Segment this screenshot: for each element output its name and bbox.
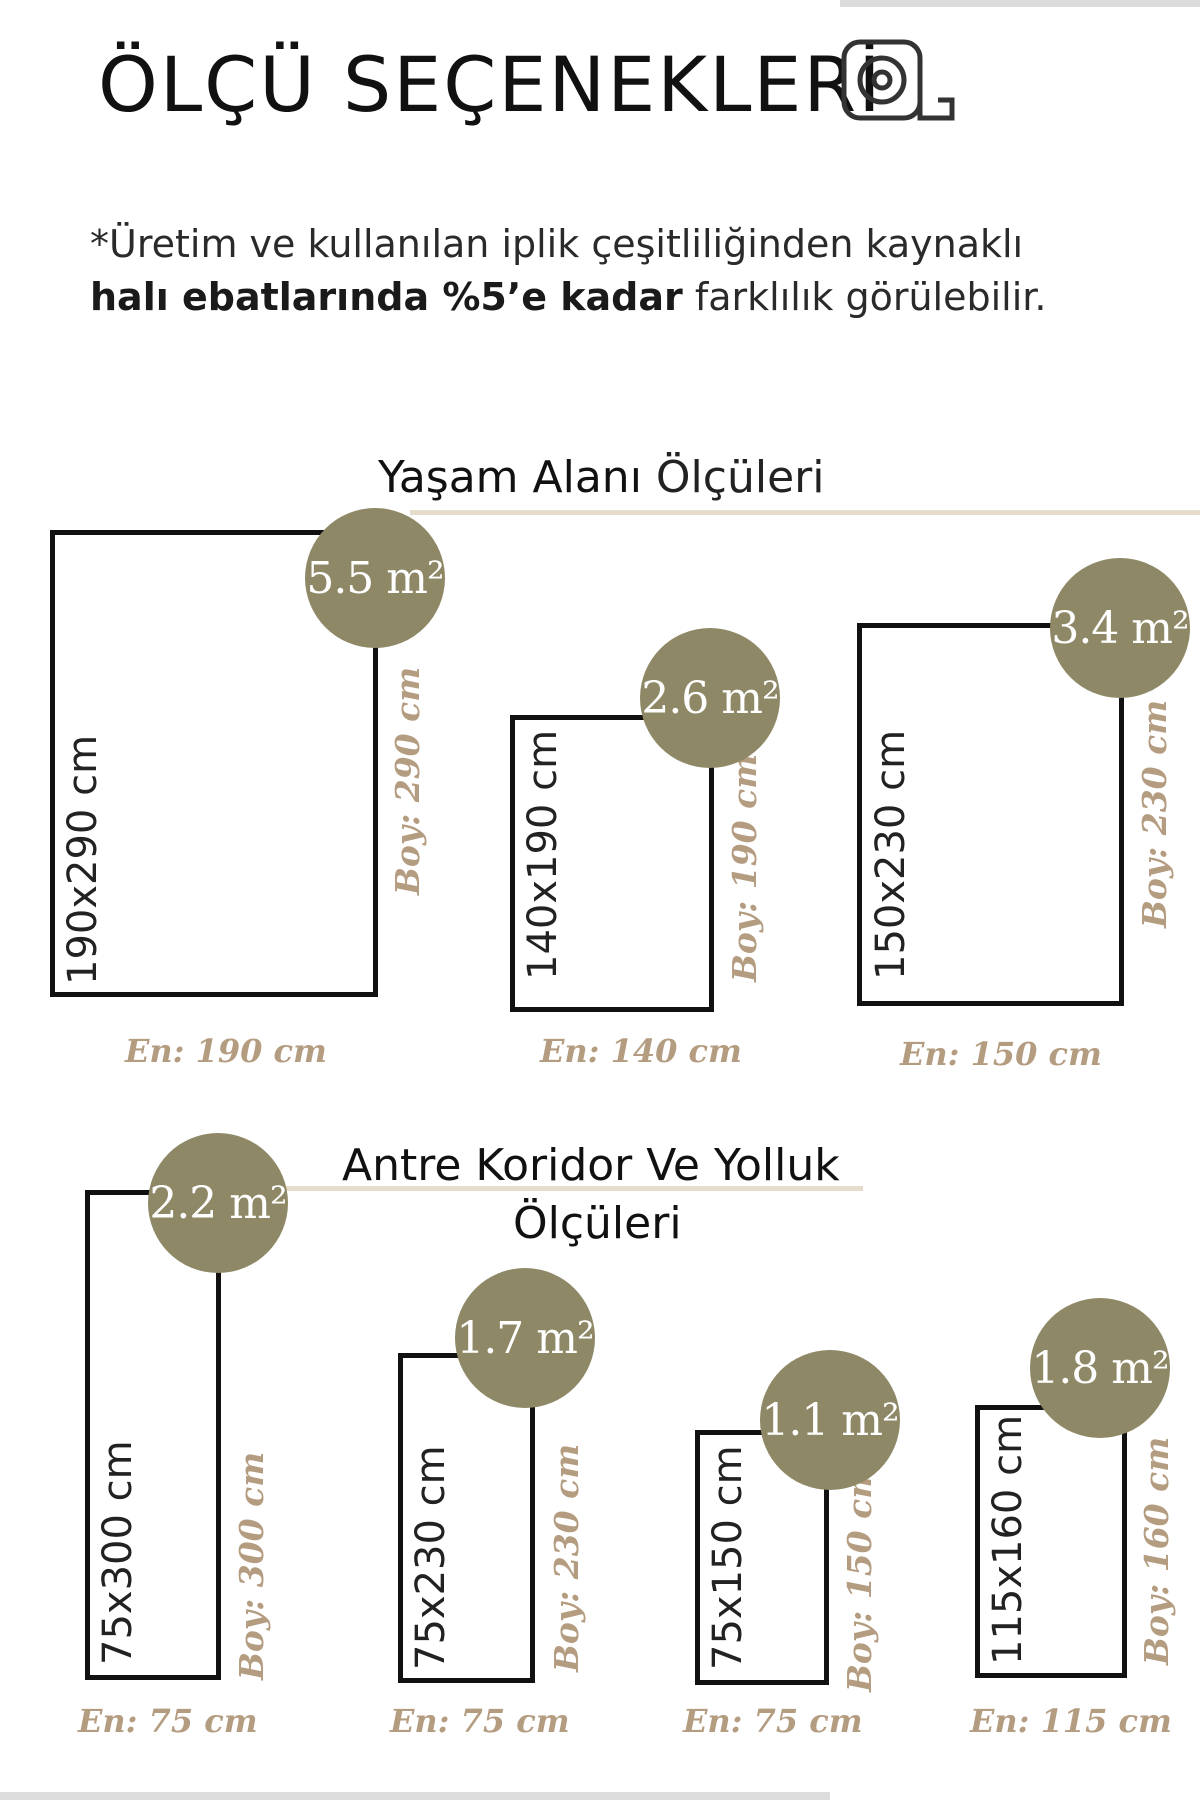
area-badge-text: 1.7 m² — [456, 1312, 594, 1364]
rug-length-label: Boy: 190 cm — [725, 753, 764, 982]
rug-140x190 — [510, 715, 714, 1012]
area-badge-text: 1.1 m² — [761, 1394, 899, 1446]
note-line-2: halı ebatlarında %5’e kadar farklılık gö… — [90, 271, 1150, 324]
rug-width-label: En: 190 cm — [125, 1032, 327, 1070]
rug-length-label: Boy: 230 cm — [547, 1443, 586, 1672]
rug-75x230 — [398, 1353, 535, 1683]
section-living-divider — [410, 510, 1200, 515]
rug-size-label: 75x150 cm — [705, 1445, 751, 1670]
rug-width-label: En: 150 cm — [900, 1035, 1102, 1073]
section-living-title: Yaşam Alanı Ölçüleri — [378, 452, 824, 503]
rug-size-label: 115x160 cm — [985, 1414, 1031, 1665]
area-badge: 1.8 m² — [1030, 1298, 1170, 1438]
rug-size-label: 75x230 cm — [408, 1445, 454, 1670]
area-badge: 2.2 m² — [148, 1133, 288, 1273]
note-line-2-rest: farklılık görülebilir. — [682, 275, 1047, 319]
area-badge-text: 1.8 m² — [1031, 1342, 1169, 1394]
top-divider-bar — [840, 0, 1200, 7]
rug-length-label: Boy: 160 cm — [1137, 1436, 1176, 1665]
page-title: ÖLÇÜ SEÇENEKLERİ — [98, 40, 883, 129]
rug-width-label: En: 75 cm — [78, 1702, 258, 1740]
area-badge: 5.5 m² — [305, 508, 445, 648]
area-badge-text: 2.2 m² — [149, 1177, 287, 1229]
rug-width-label: En: 115 cm — [970, 1702, 1172, 1740]
section-corridor-title: Antre Koridor Ve Yolluk — [342, 1140, 840, 1191]
rug-size-label: 140x190 cm — [520, 729, 566, 980]
rug-width-label: En: 75 cm — [683, 1702, 863, 1740]
rug-size-label: 75x300 cm — [95, 1440, 141, 1665]
rug-length-label: Boy: 300 cm — [232, 1451, 271, 1680]
rug-length-label: Boy: 230 cm — [1135, 699, 1174, 928]
area-badge: 1.1 m² — [760, 1350, 900, 1490]
size-tolerance-note: *Üretim ve kullanılan iplik çeşitliliğin… — [90, 218, 1150, 324]
rug-size-label: 150x230 cm — [868, 729, 914, 980]
rug-width-label: En: 75 cm — [390, 1702, 570, 1740]
tape-measure-icon — [841, 39, 955, 121]
rug-150x230 — [857, 623, 1124, 1006]
section-corridor-subtitle: Ölçüleri — [513, 1198, 682, 1249]
bottom-divider-bar — [0, 1792, 830, 1800]
rug-115x160 — [975, 1405, 1127, 1678]
rug-width-label: En: 140 cm — [540, 1032, 742, 1070]
section-corridor-divider — [285, 1186, 863, 1191]
area-badge-text: 5.5 m² — [306, 552, 444, 604]
rug-size-label: 190x290 cm — [60, 734, 106, 985]
note-line-1: *Üretim ve kullanılan iplik çeşitliliğin… — [90, 222, 1024, 266]
area-badge: 1.7 m² — [455, 1268, 595, 1408]
note-line-2-bold: halı ebatlarında %5’e kadar — [90, 275, 683, 319]
area-badge-text: 2.6 m² — [641, 672, 779, 724]
area-badge: 3.4 m² — [1050, 558, 1190, 698]
area-badge-text: 3.4 m² — [1051, 602, 1189, 654]
rug-length-label: Boy: 150 cm — [840, 1463, 879, 1692]
section-living-title-light: Ölçüleri — [641, 452, 825, 503]
rug-length-label: Boy: 290 cm — [388, 666, 427, 895]
area-badge: 2.6 m² — [640, 628, 780, 768]
section-living-title-bold: Yaşam Alanı — [378, 452, 642, 503]
